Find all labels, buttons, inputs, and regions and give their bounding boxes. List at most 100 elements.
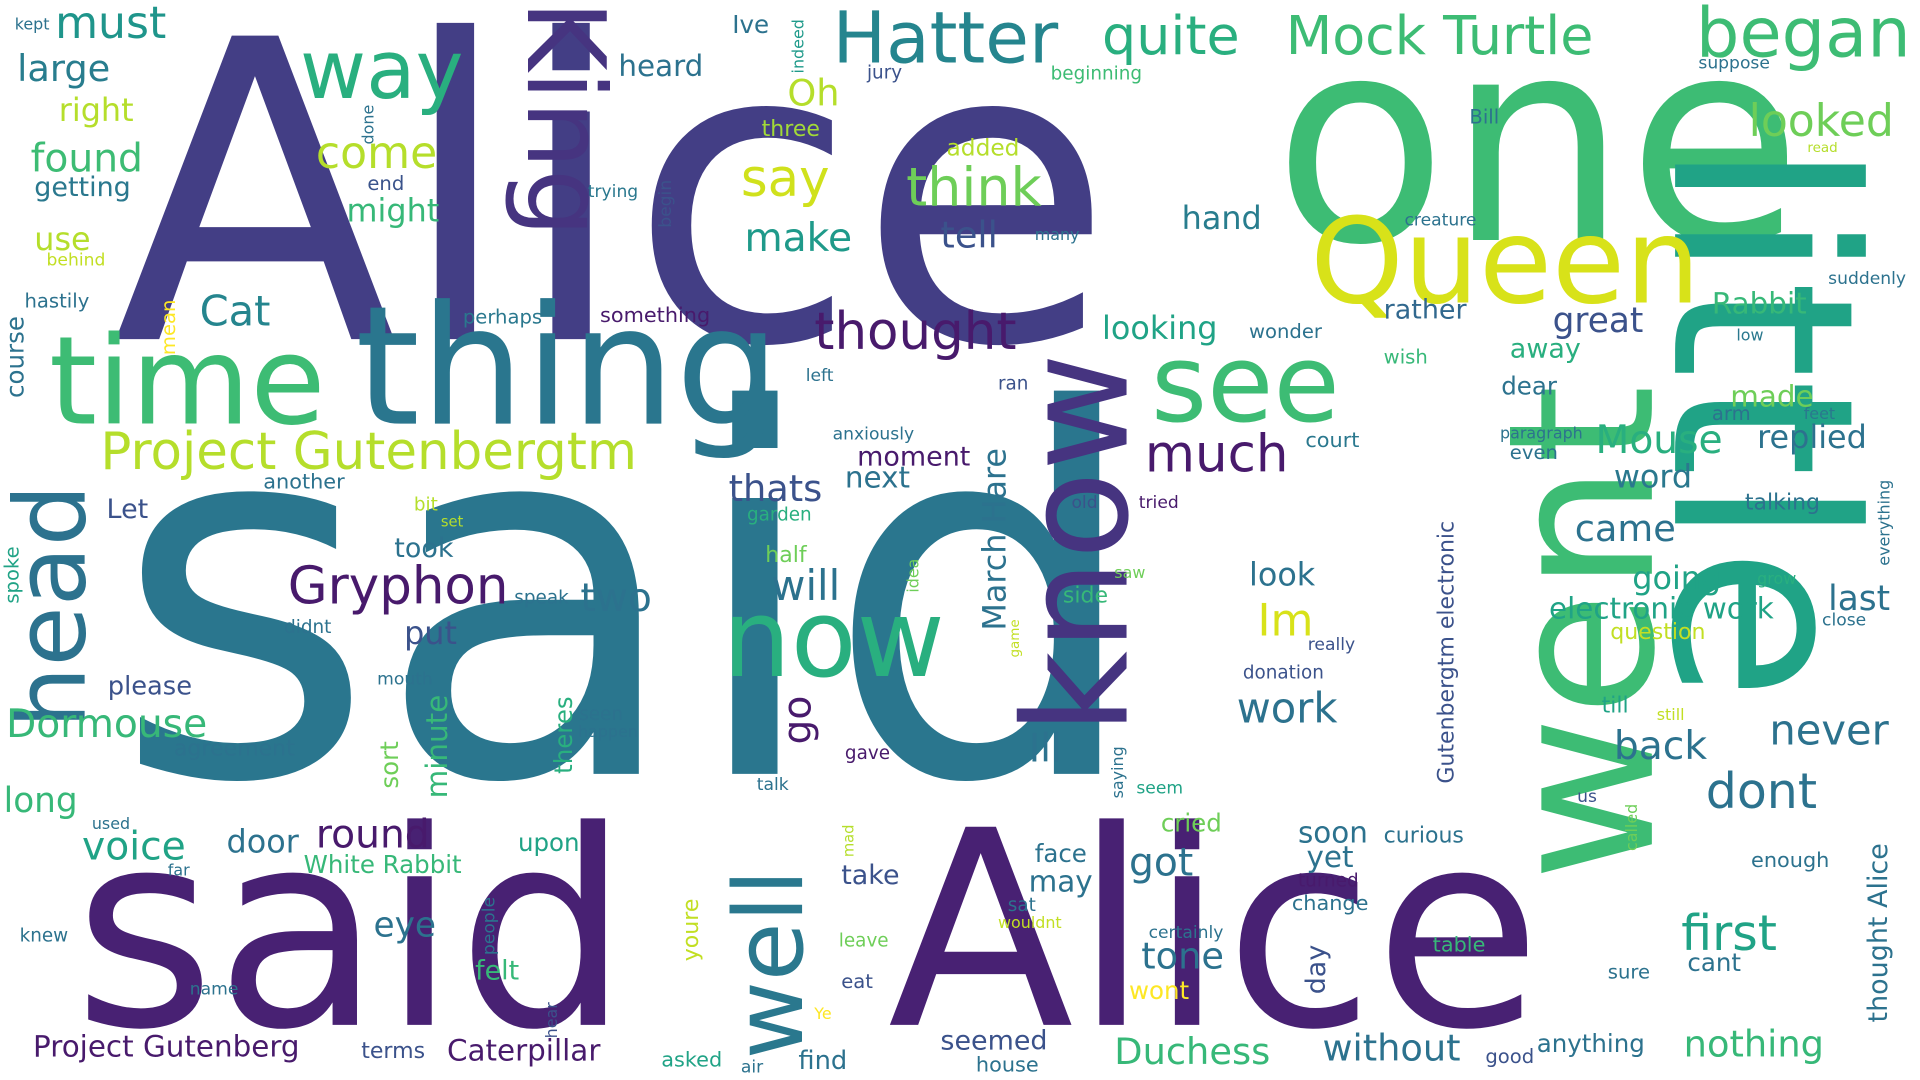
word-began: began <box>1695 0 1911 74</box>
word-far: far <box>167 862 190 881</box>
word-eye: eye <box>373 904 436 946</box>
word-added: added <box>946 134 1020 162</box>
word-bit: bit <box>413 493 438 516</box>
word-thought-alice: thought Alice <box>1863 843 1895 1023</box>
word-air: air <box>740 1057 764 1078</box>
word-terms: terms <box>361 1038 426 1065</box>
word-thing: thing <box>355 270 781 463</box>
word-hatter: Hatter <box>832 0 1059 80</box>
word-used: used <box>91 815 131 834</box>
word-three: three <box>761 116 820 143</box>
word-ive: Ive <box>732 9 770 40</box>
word-behind: behind <box>46 251 106 271</box>
word-indeed: indeed <box>789 19 809 74</box>
word-alice-second: Alice <box>887 773 1542 1080</box>
word-duchess: Duchess <box>1114 1031 1271 1074</box>
word-long: long <box>3 780 78 821</box>
word-many: many <box>1034 226 1080 245</box>
word-might: might <box>346 193 440 231</box>
word-ill: Ill <box>1028 724 1062 772</box>
word-getting: getting <box>34 172 131 204</box>
word-voice: voice <box>82 822 186 870</box>
word-beginning: beginning <box>1050 62 1143 85</box>
word-say: say <box>740 148 830 209</box>
word-left: left <box>805 366 834 386</box>
word-set: set <box>440 513 464 531</box>
word-upon: upon <box>517 827 580 858</box>
word-wonder: wonder <box>1248 319 1322 343</box>
word-tell: tell <box>940 214 998 258</box>
word-end: end <box>367 171 405 195</box>
word-away: away <box>1509 334 1581 365</box>
word-enough: enough <box>1751 848 1830 874</box>
word-question: question <box>1610 619 1706 646</box>
word-make: make <box>744 214 853 261</box>
word-last: last <box>1828 577 1891 619</box>
word-mouth: mouth <box>377 669 433 690</box>
word-much: much <box>1144 423 1289 484</box>
word-time: time <box>48 309 326 454</box>
word-read: read <box>1807 139 1838 156</box>
word-never: never <box>1769 706 1889 756</box>
word-quite: quite <box>1102 4 1240 68</box>
word-see: see <box>1151 320 1340 447</box>
word-change: change <box>1291 891 1369 916</box>
word-idea: idea <box>904 558 924 593</box>
word-two: two <box>580 574 652 621</box>
word-let: Let <box>106 494 149 526</box>
word-said-second: said <box>73 773 630 1080</box>
word-next: next <box>844 460 911 495</box>
word-moment: moment <box>857 442 971 473</box>
word-wish: wish <box>1383 345 1428 369</box>
word-sat: sat <box>1007 893 1036 916</box>
word-may: may <box>1028 864 1093 899</box>
word-dont: dont <box>1705 764 1818 821</box>
word-everything: everything <box>1875 479 1895 566</box>
word-one: one <box>1273 0 1803 308</box>
word-course: course <box>0 316 30 398</box>
word-saw: saw <box>1114 564 1146 583</box>
word-thought: thought <box>814 301 1017 362</box>
word-mock-turtle: Mock Turtle <box>1285 4 1594 68</box>
word-found: found <box>30 134 143 182</box>
word-creature: creature <box>1404 210 1477 231</box>
word-certainly: certainly <box>1148 923 1224 943</box>
word-called: called <box>1623 803 1643 852</box>
word-ye: Ye <box>814 1005 832 1024</box>
word-im: Im <box>1257 596 1314 647</box>
word-done: done <box>360 104 379 145</box>
word-came: came <box>1574 508 1676 552</box>
word-nothing: nothing <box>1683 1023 1824 1067</box>
word-door: door <box>226 824 299 861</box>
word-will: will <box>771 562 841 612</box>
word-good: good <box>1485 1044 1535 1068</box>
word-close: close <box>1822 611 1867 631</box>
word-hand: hand <box>1181 200 1262 238</box>
word-minute: minute <box>420 694 455 799</box>
word-yet: yet <box>1306 840 1354 875</box>
word-old: old <box>1071 493 1098 514</box>
word-without: without <box>1322 1027 1461 1071</box>
word-queen: Queen <box>1310 192 1701 331</box>
word-speak: speak <box>514 586 569 609</box>
word-donation: donation <box>1242 661 1324 684</box>
word-people: people <box>480 896 500 956</box>
word-large: large <box>17 47 111 91</box>
word-saying: saying <box>1109 746 1128 799</box>
word-rabbit: Rabbit <box>1711 286 1807 321</box>
word-suppose: suppose <box>1698 53 1770 74</box>
word-sure: sure <box>1607 960 1651 984</box>
word-grow: grow <box>1757 570 1797 589</box>
word-gryphon: Gryphon <box>287 555 509 616</box>
word-another: another <box>263 470 345 495</box>
word-looking: looking <box>1102 311 1218 348</box>
word-trying: trying <box>587 182 639 203</box>
word-anxiously: anxiously <box>832 424 915 445</box>
word-side: side <box>1062 582 1109 609</box>
word-come: come <box>315 128 438 179</box>
word-gave: gave <box>844 742 891 765</box>
word-made: made <box>1730 379 1814 414</box>
word-put: put <box>404 615 457 653</box>
word-something: something <box>600 303 711 329</box>
